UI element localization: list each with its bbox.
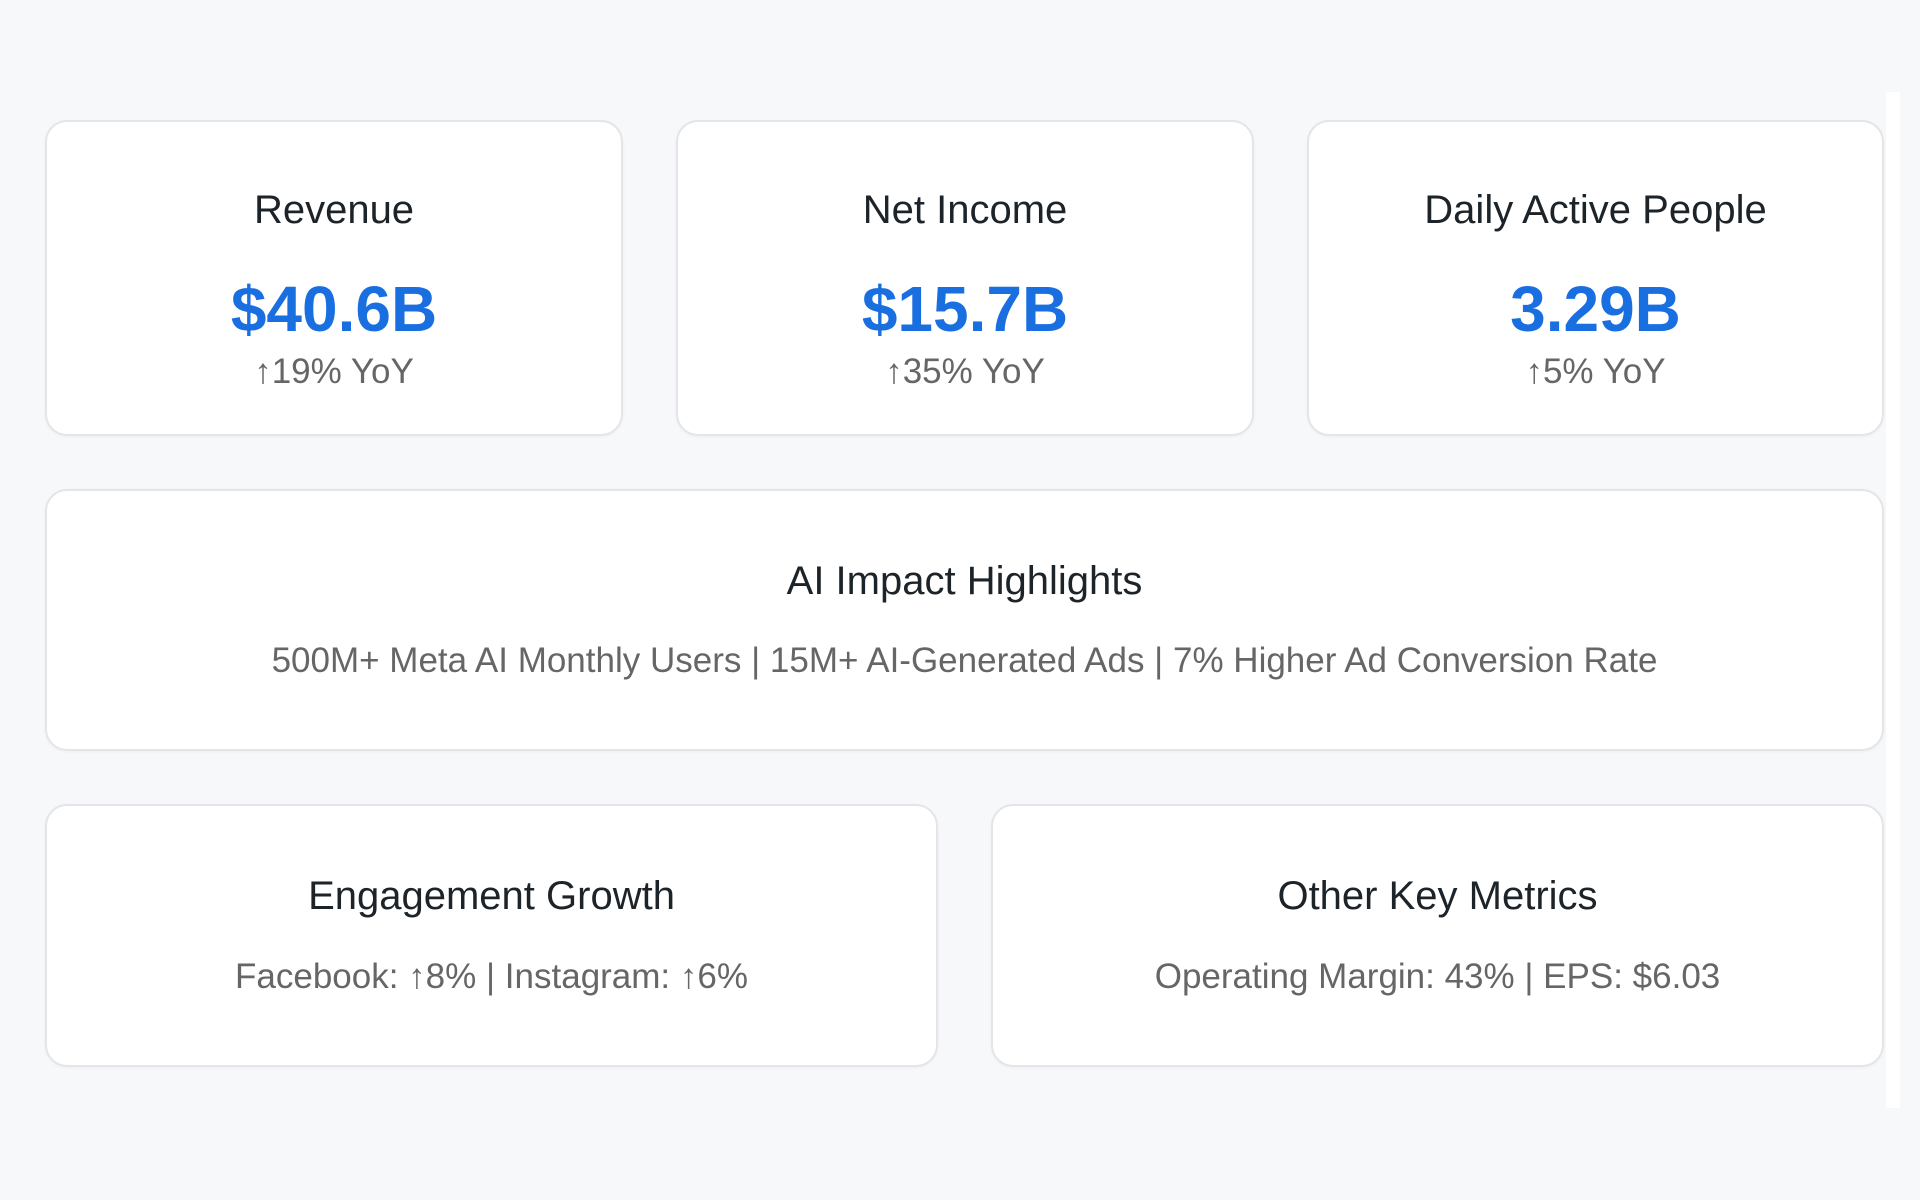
card-title: Engagement Growth xyxy=(308,874,675,918)
card-title: Net Income xyxy=(862,188,1068,232)
engagement-text: Facebook: ↑8% | Instagram: ↑6% xyxy=(235,957,748,996)
net-income-card: Net Income $15.7B ↑35% YoY xyxy=(676,120,1254,436)
daily-active-people-card: Daily Active People 3.29B ↑5% YoY xyxy=(1307,120,1884,436)
card-value: 3.29B xyxy=(1510,273,1681,345)
card-value: $15.7B xyxy=(861,273,1069,345)
card-change: ↑19% YoY xyxy=(254,352,414,391)
revenue-card: Revenue $40.6B ↑19% YoY xyxy=(45,120,623,436)
card-title: AI Impact Highlights xyxy=(786,559,1143,603)
ai-impact-card: AI Impact Highlights 500M+ Meta AI Month… xyxy=(45,489,1884,751)
card-change: ↑35% YoY xyxy=(885,352,1045,391)
card-title: Other Key Metrics xyxy=(1277,874,1598,918)
card-title: Revenue xyxy=(253,188,415,232)
other-metrics-text: Operating Margin: 43% | EPS: $6.03 xyxy=(1154,957,1721,996)
ai-highlights-text: 500M+ Meta AI Monthly Users | 15M+ AI-Ge… xyxy=(271,641,1658,680)
card-title: Daily Active People xyxy=(1424,188,1767,232)
scrollbar-track[interactable] xyxy=(1886,92,1900,1108)
other-key-metrics-card: Other Key Metrics Operating Margin: 43% … xyxy=(991,804,1884,1067)
engagement-growth-card: Engagement Growth Facebook: ↑8% | Instag… xyxy=(45,804,938,1067)
card-change: ↑5% YoY xyxy=(1525,352,1666,391)
card-value: $40.6B xyxy=(230,273,438,345)
